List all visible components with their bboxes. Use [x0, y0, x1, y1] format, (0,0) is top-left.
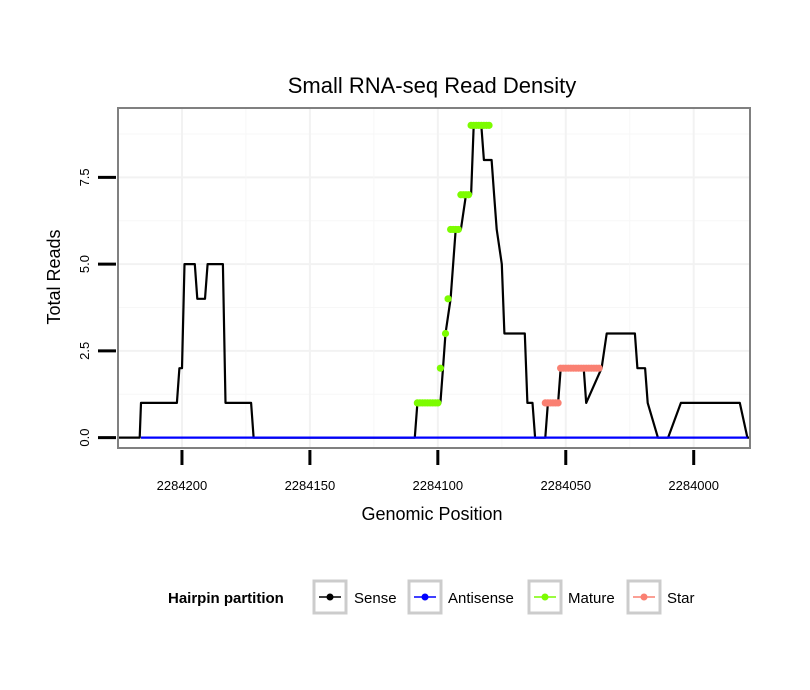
y-tick-label: 0.0 — [77, 429, 92, 447]
star-point — [554, 399, 562, 407]
plot-frame — [117, 107, 751, 449]
legend: Hairpin partition Sense Antisense Mature St… — [168, 579, 695, 615]
mature-point — [454, 225, 462, 234]
x-tick-label: 2284100 — [413, 478, 464, 493]
y-tick-label: 7.5 — [77, 168, 92, 186]
legend-label-mature: Mature — [568, 590, 615, 607]
x-axis: 2284200 2284150 2284100 2284050 2284000 — [157, 450, 719, 493]
x-tick-label: 2284050 — [540, 478, 591, 493]
star-point — [595, 364, 603, 372]
legend-item-antisense: Antisense — [407, 579, 514, 615]
legend-label-sense: Sense — [354, 590, 397, 607]
legend-item-star: Star — [626, 579, 695, 615]
mature-point — [441, 329, 450, 338]
mature-point — [436, 364, 444, 372]
legend-item-sense: Sense — [312, 579, 397, 615]
mature-point — [434, 399, 442, 407]
legend-key-dot — [541, 593, 549, 601]
x-tick-label: 2284200 — [157, 478, 208, 493]
y-axis-title: Total Reads — [44, 229, 64, 324]
chart-title: Small RNA-seq Read Density — [288, 73, 577, 98]
plot-background — [118, 108, 750, 448]
y-axis: 0.0 2.5 5.0 7.5 — [77, 168, 116, 447]
mature-point — [444, 295, 452, 303]
y-tick-label: 5.0 — [77, 255, 92, 273]
legend-label-antisense: Antisense — [448, 590, 514, 607]
legend-key-dot — [421, 593, 429, 601]
legend-label-star: Star — [667, 590, 695, 607]
x-tick-label: 2284150 — [285, 478, 336, 493]
legend-title: Hairpin partition — [168, 590, 284, 607]
x-axis-title: Genomic Position — [361, 504, 502, 524]
plot-area — [118, 108, 750, 448]
mature-point — [485, 121, 493, 129]
legend-item-mature: Mature — [527, 579, 615, 615]
y-tick-label: 2.5 — [77, 342, 92, 360]
mature-point — [464, 191, 473, 199]
data-series — [118, 121, 750, 439]
x-tick-label: 2284000 — [668, 478, 719, 493]
legend-key-dot — [640, 593, 648, 601]
legend-key-dot — [326, 593, 334, 601]
